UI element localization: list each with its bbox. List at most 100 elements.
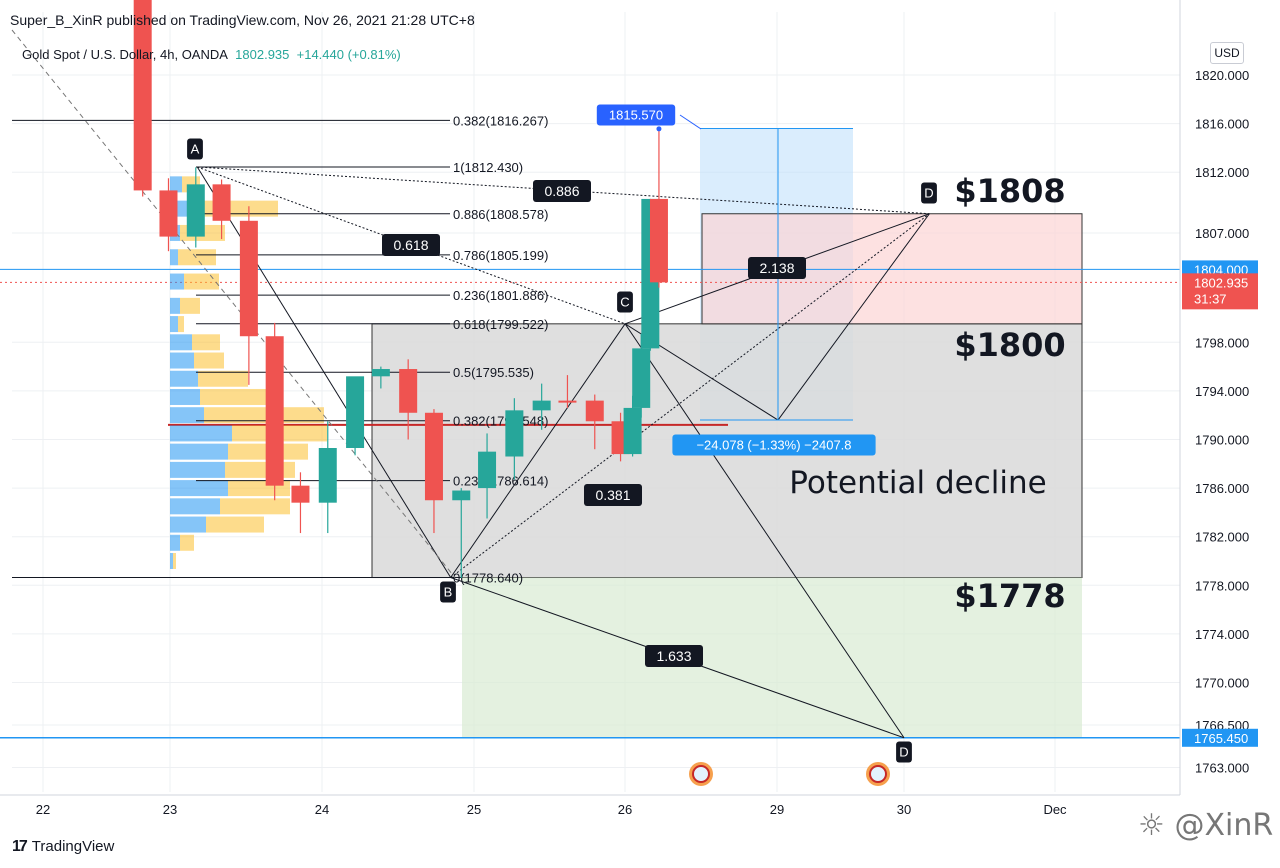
last-price-box: [1182, 273, 1258, 310]
profile-bar-up: [170, 407, 204, 424]
profile-bar-up: [170, 273, 184, 290]
symbol-legend: Gold Spot / U.S. Dollar, 4h, OANDA 1802.…: [22, 47, 401, 62]
point-label: D: [896, 741, 912, 763]
trend-line: [11, 29, 456, 578]
candle-body: [133, 0, 152, 191]
time-tick: 30: [897, 802, 911, 817]
profile-bar-up: [170, 498, 220, 515]
point-label-bg: [187, 138, 203, 160]
price-tag-text: 1765.450: [1194, 731, 1248, 746]
last-price: 1802.935: [235, 47, 290, 62]
price-tick: 1820.000: [1195, 68, 1249, 83]
measure-change-label-text: −24.078 (−1.33%) −2407.8: [696, 438, 851, 453]
fib-label: 0.382(1816.267): [453, 113, 548, 128]
price-tick: 1794.000: [1195, 384, 1249, 399]
point-label-text: C: [620, 295, 629, 310]
price-tick: 1807.000: [1195, 226, 1249, 241]
currency-button[interactable]: USD: [1210, 42, 1244, 64]
pattern-line: [450, 323, 626, 578]
ratio-label-bg: [584, 484, 642, 506]
annotation-label: Potential decline: [789, 465, 1046, 501]
candle-body: [371, 369, 390, 377]
us-flag-icon: [692, 765, 710, 783]
profile-bar-down: [198, 370, 248, 387]
profile-bar-up: [170, 388, 200, 405]
profile-bar-down: [204, 407, 324, 424]
fib-label: 0(1778.640): [453, 571, 523, 586]
candle-body: [318, 448, 337, 503]
ratio-label: 1.633: [645, 645, 703, 667]
profile-bar-down: [225, 461, 295, 478]
annotation-label: $1808: [954, 172, 1065, 210]
pattern-line: [196, 166, 452, 578]
price-tag-text: 1802.935: [1194, 275, 1248, 290]
ratio-label-bg: [748, 257, 806, 279]
ratio-label-text: 0.381: [595, 487, 630, 503]
profile-bar-down: [190, 200, 278, 217]
price-tick: 1770.000: [1195, 676, 1249, 691]
candle-body: [532, 400, 551, 411]
profile-bar-up: [170, 443, 228, 460]
time-tick: Dec: [1043, 802, 1067, 817]
fib-label: 0.618(1799.522): [453, 317, 548, 332]
price-tick: 1812.000: [1195, 165, 1249, 180]
point-label-bg: [896, 741, 912, 763]
ratio-label-bg: [645, 645, 703, 667]
time-tick: 25: [467, 802, 481, 817]
profile-bar-up: [170, 370, 198, 387]
ratio-label: 0.381: [584, 484, 642, 506]
point-label: A: [187, 138, 203, 160]
measure-change-label-bg: [672, 434, 876, 456]
candle-body: [424, 412, 443, 501]
fib-label: 0.5(1795.535): [453, 365, 534, 380]
ratio-line: [450, 213, 930, 578]
fib-label: 1(1812.430): [453, 160, 523, 175]
price-tick: 1763.000: [1195, 761, 1249, 776]
point-label-bg: [617, 291, 633, 313]
fib-label: 0.886(1808.578): [453, 207, 548, 222]
time-tick: 26: [618, 802, 632, 817]
fib-label: 0.236(1786.614): [453, 474, 548, 489]
weibo-icon: ☼: [1138, 808, 1165, 843]
price-tick: 1774.000: [1195, 627, 1249, 642]
price-tick: 1786.000: [1195, 481, 1249, 496]
profile-bar-up: [170, 352, 194, 369]
profile-bar-up: [170, 316, 178, 333]
price-change: +14.440 (+0.81%): [296, 47, 401, 62]
candle-body: [623, 407, 642, 455]
fib-label: 0.786(1805.199): [453, 248, 548, 263]
point-label-text: B: [444, 585, 453, 600]
point-label-bg: [921, 182, 937, 204]
point-label-bg: [440, 581, 456, 603]
ratio-label: 0.618: [382, 234, 440, 256]
watermark-text: @XinR: [1174, 808, 1274, 843]
fib-label: 0.236(1801.886): [453, 288, 548, 303]
tradingview-icon: 17: [12, 838, 28, 855]
candle-body: [558, 400, 577, 403]
time-tick: 22: [36, 802, 50, 817]
time-tick: 23: [163, 802, 177, 817]
author-watermark: ☼ @XinR: [1138, 808, 1273, 843]
profile-bar-up: [170, 297, 180, 314]
price-tick: 1790.000: [1195, 433, 1249, 448]
published-info: Super_B_XinR published on TradingView.co…: [10, 12, 475, 28]
candle-body: [478, 451, 497, 489]
price-tick: 1816.000: [1195, 117, 1249, 132]
point-label-text: D: [924, 186, 933, 201]
profile-bar-down: [192, 334, 220, 351]
price-tag-text: 31:37: [1194, 291, 1227, 306]
us-flag-icon: [869, 765, 887, 783]
candle-body: [159, 190, 178, 237]
pattern-line: [777, 213, 930, 421]
price-tag: [1182, 728, 1258, 747]
symbol-title: Gold Spot / U.S. Dollar, 4h, OANDA: [22, 47, 228, 62]
candle-body: [649, 198, 668, 283]
candle-body: [399, 369, 418, 413]
point-label-text: D: [899, 745, 908, 760]
tradingview-logo[interactable]: 17 TradingView: [12, 838, 114, 856]
ratio-label-text: 0.886: [544, 183, 579, 199]
candle-body: [452, 490, 471, 501]
profile-bar-down: [206, 516, 264, 533]
profile-bar-down: [180, 534, 194, 551]
